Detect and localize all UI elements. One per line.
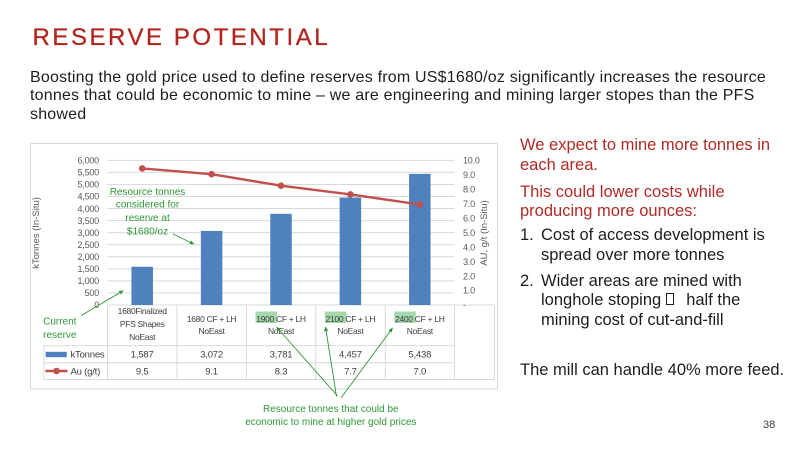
svg-text:2400 CF + LH: 2400 CF + LH [395,314,445,324]
svg-text:1,000: 1,000 [77,276,99,286]
svg-text:NoEast: NoEast [406,326,433,336]
svg-text:7.0: 7.0 [463,199,475,209]
svg-text:NoEast: NoEast [198,326,225,336]
svg-text:$1680/oz: $1680/oz [126,226,167,237]
svg-text:Resource tonnes: Resource tonnes [109,187,185,198]
svg-text:4,000: 4,000 [77,204,99,214]
svg-text:5,500: 5,500 [77,168,99,178]
svg-text:Au (g/t): Au (g/t) [70,366,100,377]
svg-text:1,500: 1,500 [77,264,99,274]
svg-text:NoEast: NoEast [337,326,364,336]
svg-text:4,500: 4,500 [77,192,99,202]
svg-text:2.0: 2.0 [463,271,475,281]
svg-text:3.0: 3.0 [463,257,475,267]
svg-text:3,781: 3,781 [269,349,292,360]
svg-text:9.1: 9.1 [205,366,218,377]
svg-text:reserve: reserve [43,330,77,341]
svg-text:5.0: 5.0 [463,228,475,238]
svg-text:9.5: 9.5 [135,366,148,377]
svg-text:2,000: 2,000 [77,252,99,262]
svg-text:PFS Shapes: PFS Shapes [119,319,164,329]
svg-text:2,500: 2,500 [77,240,99,250]
svg-text:-: - [463,300,466,310]
svg-text:1680 CF + LH: 1680 CF + LH [186,314,236,324]
svg-text:8.0: 8.0 [463,185,475,195]
svg-text:economic to mine at higher gol: economic to mine at higher gold prices [245,417,416,428]
svg-text:6,000: 6,000 [77,156,99,166]
svg-text:3,000: 3,000 [77,228,99,238]
svg-text:5,438: 5,438 [408,349,431,360]
svg-text:5,000: 5,000 [77,180,99,190]
svg-text:NoEast: NoEast [129,332,156,342]
svg-text:3,500: 3,500 [77,216,99,226]
svg-text:500: 500 [84,288,99,298]
svg-text:1.0: 1.0 [463,286,475,296]
svg-text:2100 CF + LH: 2100 CF + LH [325,314,375,324]
svg-text:Resource tonnes that could be: Resource tonnes that could be [262,404,398,415]
svg-text:10.0: 10.0 [463,156,480,166]
svg-text:NoEast: NoEast [267,326,294,336]
svg-text:1900 CF + LH: 1900 CF + LH [256,314,306,324]
svg-text:6.0: 6.0 [463,213,475,223]
svg-text:AU, g/t (In-Situ): AU, g/t (In-Situ) [479,200,490,265]
svg-text:9.0: 9.0 [463,170,475,180]
svg-text:kTonnes (In-Situ): kTonnes (In-Situ) [31,197,42,269]
svg-text:1680Finalized: 1680Finalized [117,306,167,316]
svg-text:Current: Current [43,316,77,327]
svg-text:reserve at: reserve at [125,213,170,224]
svg-text:7.0: 7.0 [413,366,426,377]
svg-text:4.0: 4.0 [463,242,475,252]
svg-text:8.3: 8.3 [274,366,287,377]
svg-text:7.7: 7.7 [344,366,357,377]
svg-text:considered for: considered for [115,200,179,211]
svg-text:0: 0 [94,300,99,310]
svg-text:kTonnes: kTonnes [70,349,104,360]
svg-text:1,587: 1,587 [130,349,153,360]
svg-text:4,457: 4,457 [339,349,362,360]
svg-text:3,072: 3,072 [200,349,223,360]
